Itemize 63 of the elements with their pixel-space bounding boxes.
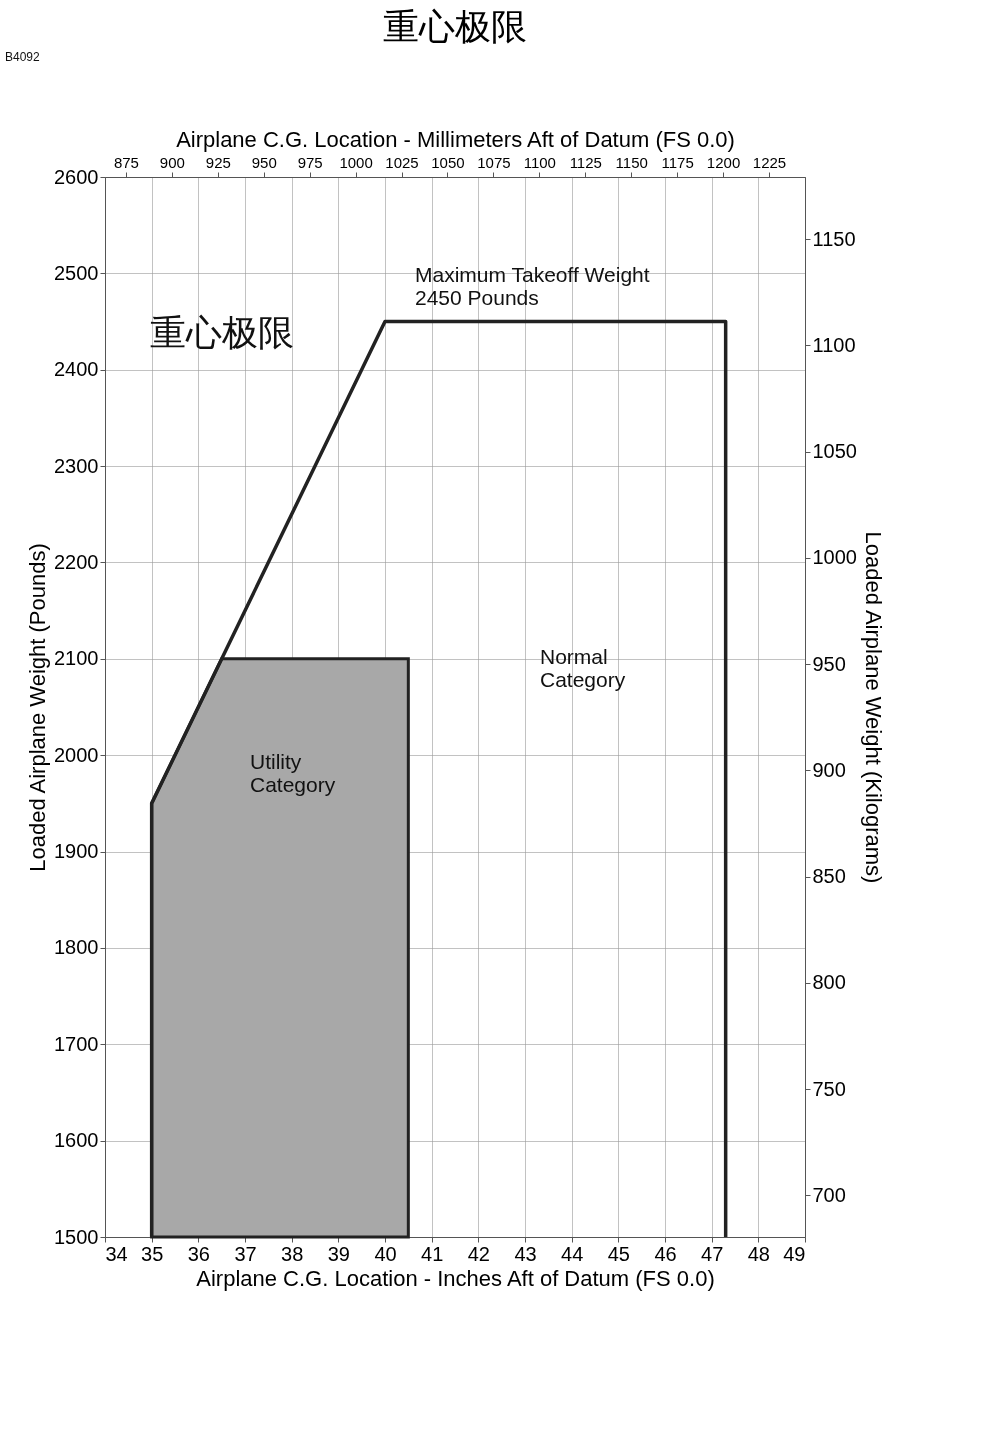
- x2-tick-label: 875: [113, 153, 139, 171]
- y-tick-label: 2400: [54, 358, 99, 381]
- y-tick-label: 2000: [54, 743, 99, 766]
- text: B4092: [5, 50, 41, 64]
- y-tick-label: 2500: [54, 261, 99, 284]
- x2-tick-label: 900: [159, 153, 185, 171]
- x-tick-label: 35: [141, 1242, 164, 1265]
- x2-axis-title: Airplane C.G. Location - Millimeters Aft of Datum (FS 0.0): [176, 126, 735, 152]
- y2-tick-label: 850: [812, 865, 846, 888]
- y-tick-label: 2100: [54, 647, 99, 670]
- x-tick-label: 46: [654, 1242, 677, 1265]
- x2-tick-label: 1150: [615, 153, 648, 171]
- x-tick-label: 48: [747, 1242, 770, 1265]
- x-tick-label: 34: [105, 1242, 128, 1265]
- y2-tick-label: 1150: [812, 227, 856, 250]
- annotation: Normal Category: [540, 645, 626, 691]
- y2-tick-label: 800: [812, 971, 846, 994]
- y2-tick-label: 750: [812, 1077, 846, 1100]
- x-tick-label: 47: [701, 1242, 724, 1265]
- y-tick-label: 1900: [54, 840, 99, 863]
- x-tick-label: 42: [467, 1242, 490, 1265]
- x-tick-label: 36: [187, 1242, 210, 1265]
- x-axis-title: Airplane C.G. Location - Inches Aft of Datum (FS 0.0): [196, 1265, 715, 1291]
- annotation: 重心极限: [150, 312, 294, 353]
- y-tick-label: 2200: [54, 550, 99, 573]
- x2-tick-label: 1200: [706, 153, 741, 171]
- x2-tick-label: 1050: [431, 153, 465, 171]
- y-axis-title: Loaded Airplane Weight (Pounds): [25, 543, 51, 872]
- x-tick-label: 49: [783, 1242, 806, 1265]
- annotation: Utility Category: [250, 750, 336, 796]
- x2-tick-label: 925: [205, 153, 231, 171]
- y2-tick-label: 1050: [812, 440, 857, 463]
- x-tick-label: 39: [327, 1242, 350, 1265]
- x2-tick-label: 950: [251, 153, 277, 171]
- annotation: Maximum Takeoff Weight 2450 Pounds: [415, 263, 650, 309]
- x2-tick-label: 975: [297, 153, 323, 171]
- x2-tick-label: 1175: [661, 153, 694, 171]
- y-tick-label: 1800: [54, 936, 99, 959]
- x-tick-label: 37: [234, 1242, 257, 1265]
- x-tick-label: 38: [281, 1242, 304, 1265]
- x-tick-label: 41: [421, 1242, 444, 1265]
- x2-tick-label: 1025: [385, 153, 419, 171]
- y-tick-label: 1700: [54, 1032, 99, 1055]
- x2-tick-label: 1000: [339, 153, 373, 171]
- x-tick-label: 43: [514, 1242, 537, 1265]
- x2-tick-label: 1125: [569, 153, 602, 171]
- chart-title: 重心极限: [383, 6, 527, 47]
- x-tick-label: 45: [607, 1242, 630, 1265]
- y2-tick-label: 900: [812, 758, 846, 781]
- y2-tick-label: 950: [812, 652, 846, 675]
- x2-tick-label: 1100: [523, 153, 556, 171]
- y2-axis-title: Loaded Airplane Weight (Kilograms): [860, 531, 886, 884]
- y2-tick-label: 1100: [812, 333, 856, 356]
- y-tick-label: 1600: [54, 1129, 99, 1152]
- x-tick-label: 44: [561, 1242, 584, 1265]
- x2-tick-label: 1075: [477, 153, 511, 171]
- y2-tick-label: 700: [812, 1183, 846, 1206]
- y-tick-label: 1500: [54, 1225, 99, 1248]
- x-tick-label: 40: [374, 1242, 397, 1265]
- y2-tick-label: 1000: [812, 546, 857, 569]
- y-tick-label: 2300: [54, 454, 99, 477]
- y-tick-label: 2600: [54, 165, 99, 188]
- x2-tick-label: 1225: [752, 153, 787, 171]
